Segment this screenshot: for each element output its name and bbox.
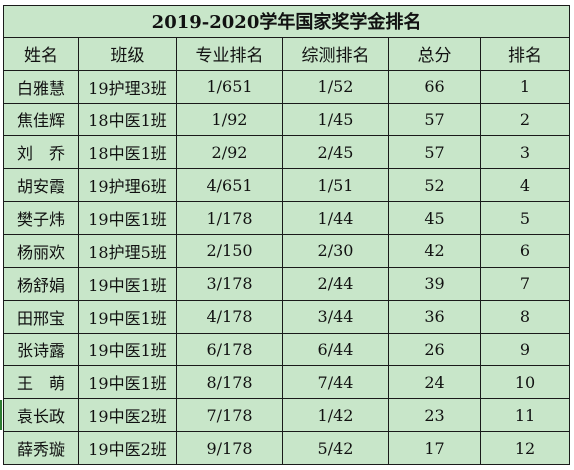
cell-major-rank[interactable]: 7/178	[176, 398, 283, 433]
cell-class[interactable]: 19中医1班	[78, 266, 177, 301]
cell-rank[interactable]: 3	[479, 135, 571, 170]
table-row: 杨舒娟 19中医1班 3/178 2/44 39 7	[3, 266, 571, 301]
cell-name[interactable]: 薛秀璇	[3, 431, 79, 465]
cell-major-rank[interactable]: 4/651	[176, 168, 283, 203]
cell-major-rank[interactable]: 1/92	[176, 102, 283, 137]
table-row: 杨丽欢 18护理5班 2/150 2/30 42 6	[3, 233, 571, 268]
cell-rank[interactable]: 9	[479, 332, 571, 367]
cell-total-score[interactable]: 42	[388, 233, 481, 268]
cell-rank[interactable]: 1	[479, 69, 571, 104]
title-row: 2019-2020学年国家奖学金排名	[2, 5, 571, 38]
cell-rank[interactable]: 4	[479, 168, 571, 203]
cell-overall-rank[interactable]: 6/44	[282, 332, 389, 367]
cell-class[interactable]: 19中医1班	[78, 299, 177, 334]
cell-name[interactable]: 樊子炜	[3, 201, 79, 235]
cell-overall-rank[interactable]: 2/30	[282, 233, 389, 268]
table-row: 樊子炜 19中医1班 1/178 1/44 45 5	[3, 201, 571, 235]
spreadsheet-area: 2019-2020学年国家奖学金排名 姓名 班级 专业排名 综测排名 总分 排名…	[2, 5, 571, 465]
scholarship-ranking-table: 2019-2020学年国家奖学金排名 姓名 班级 专业排名 综测排名 总分 排名…	[2, 5, 571, 465]
cell-rank[interactable]: 12	[479, 431, 571, 465]
cell-name[interactable]: 王 萌	[3, 365, 79, 400]
cell-name[interactable]: 胡安霞	[3, 168, 79, 203]
cell-major-rank[interactable]: 6/178	[176, 332, 283, 367]
cell-name[interactable]: 焦佳辉	[3, 102, 79, 137]
header-overall-rank[interactable]: 综测排名	[282, 36, 389, 71]
cell-name[interactable]: 刘 乔	[3, 135, 79, 170]
cell-class[interactable]: 18护理5班	[78, 233, 177, 268]
row-selection-marker	[0, 400, 2, 430]
cell-class[interactable]: 19护理3班	[78, 69, 177, 104]
cell-class[interactable]: 19中医2班	[78, 431, 177, 465]
cell-major-rank[interactable]: 1/651	[176, 69, 283, 104]
cell-name[interactable]: 张诗露	[3, 332, 79, 367]
cell-class[interactable]: 19中医2班	[78, 398, 177, 433]
cell-class[interactable]: 19中医1班	[78, 201, 177, 235]
cell-total-score[interactable]: 39	[388, 266, 481, 301]
cell-rank[interactable]: 5	[479, 201, 571, 235]
header-class[interactable]: 班级	[78, 36, 177, 71]
cell-overall-rank[interactable]: 3/44	[282, 299, 389, 334]
table-row: 王 萌 19中医1班 8/178 7/44 24 10	[3, 365, 571, 400]
header-name[interactable]: 姓名	[3, 36, 79, 71]
table-title[interactable]: 2019-2020学年国家奖学金排名	[2, 5, 571, 38]
cell-total-score[interactable]: 23	[388, 398, 481, 433]
cell-overall-rank[interactable]: 1/52	[282, 69, 389, 104]
cell-class[interactable]: 19中医1班	[78, 365, 177, 400]
cell-rank[interactable]: 10	[479, 365, 571, 400]
cell-name[interactable]: 袁长政	[3, 398, 79, 433]
table-row: 袁长政 19中医2班 7/178 1/42 23 11	[3, 398, 571, 433]
cell-rank[interactable]: 2	[479, 102, 571, 137]
cell-total-score[interactable]: 36	[388, 299, 481, 334]
cell-overall-rank[interactable]: 1/51	[282, 168, 389, 203]
cell-total-score[interactable]: 17	[388, 431, 481, 465]
cell-total-score[interactable]: 26	[388, 332, 481, 367]
cell-rank[interactable]: 8	[479, 299, 571, 334]
cell-major-rank[interactable]: 2/92	[176, 135, 283, 170]
cell-total-score[interactable]: 57	[388, 135, 481, 170]
cell-class[interactable]: 18中医1班	[78, 102, 177, 137]
header-total-score[interactable]: 总分	[388, 36, 481, 71]
cell-class[interactable]: 19中医1班	[78, 332, 177, 367]
header-rank[interactable]: 排名	[479, 36, 571, 71]
cell-overall-rank[interactable]: 1/44	[282, 201, 389, 235]
cell-name[interactable]: 田邢宝	[3, 299, 79, 334]
table-row: 刘 乔 18中医1班 2/92 2/45 57 3	[3, 135, 571, 170]
cell-total-score[interactable]: 24	[388, 365, 481, 400]
cell-total-score[interactable]: 45	[388, 201, 481, 235]
cell-total-score[interactable]: 66	[388, 69, 481, 104]
cell-major-rank[interactable]: 2/150	[176, 233, 283, 268]
cell-rank[interactable]: 11	[479, 398, 571, 433]
cell-major-rank[interactable]: 9/178	[176, 431, 283, 465]
cell-overall-rank[interactable]: 1/42	[282, 398, 389, 433]
header-row: 姓名 班级 专业排名 综测排名 总分 排名	[3, 36, 571, 71]
cell-total-score[interactable]: 52	[388, 168, 481, 203]
table-row: 焦佳辉 18中医1班 1/92 1/45 57 2	[3, 102, 571, 137]
cell-overall-rank[interactable]: 7/44	[282, 365, 389, 400]
table-row: 胡安霞 19护理6班 4/651 1/51 52 4	[3, 168, 571, 203]
cell-overall-rank[interactable]: 2/45	[282, 135, 389, 170]
cell-rank[interactable]: 6	[479, 233, 571, 268]
table-row: 薛秀璇 19中医2班 9/178 5/42 17 12	[3, 431, 571, 465]
cell-major-rank[interactable]: 1/178	[176, 201, 283, 235]
cell-rank[interactable]: 7	[479, 266, 571, 301]
table-body: 白雅慧 19护理3班 1/651 1/52 66 1 焦佳辉 18中医1班 1/92 1/45 57…	[3, 69, 571, 465]
table-row: 白雅慧 19护理3班 1/651 1/52 66 1	[3, 69, 571, 104]
cell-overall-rank[interactable]: 2/44	[282, 266, 389, 301]
cell-overall-rank[interactable]: 1/45	[282, 102, 389, 137]
cell-overall-rank[interactable]: 5/42	[282, 431, 389, 465]
cell-major-rank[interactable]: 3/178	[176, 266, 283, 301]
table-row: 田邢宝 19中医1班 4/178 3/44 36 8	[3, 299, 571, 334]
cell-class[interactable]: 19护理6班	[78, 168, 177, 203]
cell-name[interactable]: 白雅慧	[3, 69, 79, 104]
header-major-rank[interactable]: 专业排名	[176, 36, 283, 71]
cell-name[interactable]: 杨舒娟	[3, 266, 79, 301]
cell-class[interactable]: 18中医1班	[78, 135, 177, 170]
table-row: 张诗露 19中医1班 6/178 6/44 26 9	[3, 332, 571, 367]
cell-total-score[interactable]: 57	[388, 102, 481, 137]
cell-major-rank[interactable]: 4/178	[176, 299, 283, 334]
cell-major-rank[interactable]: 8/178	[176, 365, 283, 400]
cell-name[interactable]: 杨丽欢	[3, 233, 79, 268]
